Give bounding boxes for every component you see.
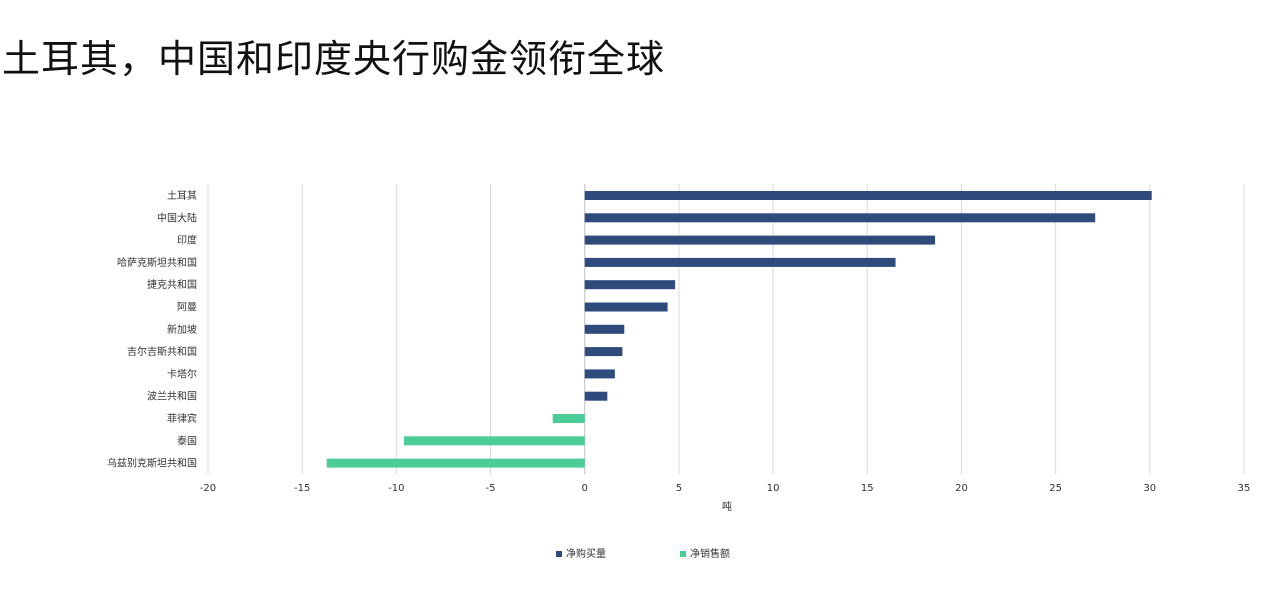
bar-net-sale	[403, 436, 585, 446]
bar-net-purchase	[584, 235, 936, 245]
x-axis-title: 吨	[722, 500, 732, 513]
category-label: 哈萨克斯坦共和国	[117, 256, 197, 269]
category-labels: 土耳其中国大陆印度哈萨克斯坦共和国捷克共和国阿曼新加坡吉尔吉斯共和国卡塔尔波兰共…	[107, 189, 197, 470]
legend: 净购买量 净销售额	[556, 547, 730, 560]
bar-net-purchase	[584, 213, 1096, 223]
x-tick-label: -20	[200, 483, 216, 494]
x-tick-labels: -20 -15 -10 -5 0 5 10 15 20 25 30 35	[200, 483, 1251, 494]
x-tick-label: 5	[676, 483, 682, 494]
category-label: 捷克共和国	[147, 278, 197, 291]
legend-label: 净购买量	[566, 547, 606, 560]
category-label: 印度	[177, 234, 197, 247]
legend-swatch-sale	[680, 551, 686, 557]
category-label: 土耳其	[167, 189, 197, 202]
category-label: 乌兹别克斯坦共和国	[107, 457, 197, 470]
x-tick-label: 0	[582, 483, 588, 494]
bars	[326, 191, 1152, 468]
x-tick-label: -15	[294, 483, 310, 494]
bar-net-purchase	[584, 257, 896, 267]
x-tick-label: 10	[767, 483, 780, 494]
category-label: 中国大陆	[157, 211, 197, 224]
x-tick-label: 25	[1049, 483, 1062, 494]
category-label: 波兰共和国	[147, 390, 197, 403]
category-label: 吉尔吉斯共和国	[127, 345, 197, 358]
x-tick-label: -10	[388, 483, 404, 494]
bar-net-purchase	[584, 391, 608, 401]
legend-swatch-purchase	[556, 551, 562, 557]
x-tick-label: -5	[486, 483, 496, 494]
category-label: 新加坡	[167, 323, 197, 336]
category-label: 菲律宾	[167, 412, 197, 425]
x-tick-label: 20	[955, 483, 968, 494]
bar-net-purchase	[584, 302, 668, 312]
bar-net-purchase	[584, 369, 615, 379]
x-tick-label: 30	[1143, 483, 1156, 494]
x-tick-label: 15	[861, 483, 874, 494]
x-tick-label: 35	[1238, 483, 1251, 494]
bar-net-purchase	[584, 347, 623, 357]
bar-net-purchase	[584, 191, 1152, 200]
category-label: 阿曼	[177, 302, 197, 314]
category-label: 卡塔尔	[167, 367, 197, 380]
bar-net-purchase	[584, 280, 676, 290]
bar-net-purchase	[584, 324, 625, 334]
gridlines	[207, 184, 1245, 474]
bar-net-sale	[552, 414, 585, 423]
legend-label: 净销售额	[690, 547, 730, 560]
bar-net-sale	[326, 458, 585, 468]
category-label: 泰国	[177, 434, 197, 447]
slide-title: 土耳其，中国和印度央行购金领衔全球	[2, 37, 666, 81]
